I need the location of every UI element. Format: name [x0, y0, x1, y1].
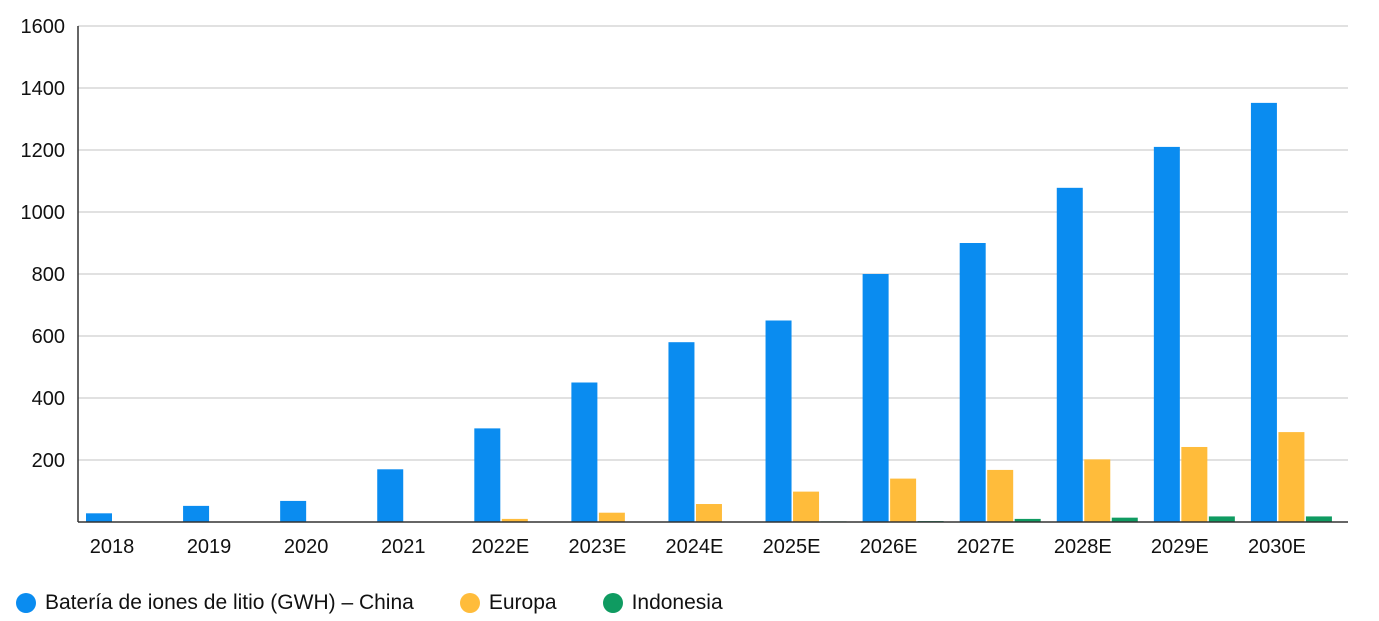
bar-europa: [1181, 446, 1208, 522]
x-tick-label: 2023E: [568, 536, 626, 558]
bar-europa: [1084, 459, 1111, 522]
bar-europa: [890, 478, 917, 522]
bar-europa: [1278, 432, 1305, 522]
bar-china: [668, 342, 695, 522]
y-tick-label: 1600: [21, 16, 66, 38]
y-tick-label: 1400: [21, 78, 66, 100]
bar-europa: [501, 518, 528, 522]
x-tick-label: 2019: [187, 536, 232, 558]
bar-china: [86, 513, 112, 522]
x-tick-label: 2020: [284, 536, 329, 558]
x-tick-label: 2021: [381, 536, 426, 558]
y-tick-label: 200: [32, 450, 65, 472]
bar-china: [959, 243, 986, 522]
bar-indonesia: [1014, 518, 1041, 522]
bar-china: [474, 428, 501, 522]
bar-chart: 200 400 600 800 1000 1200 1400 1600 2018 2019 202…: [21, 16, 1348, 558]
x-tick-label: 2030E: [1248, 536, 1306, 558]
y-tick-label: 1200: [21, 140, 66, 162]
x-tick-label: 2029E: [1151, 536, 1209, 558]
bar-china: [183, 505, 210, 522]
y-tick-label: 600: [32, 326, 65, 348]
bar-china: [765, 320, 792, 522]
bar-china: [280, 500, 307, 522]
x-tick-label: 2022E: [471, 536, 529, 558]
y-tick-label: 400: [32, 388, 65, 410]
y-axis-ticks: 200 400 600 800 1000 1200 1400 1600: [21, 16, 66, 472]
legend-label-europa: Europa: [488, 591, 557, 614]
legend-item-china: Batería de iones de litio (GWH) – China: [16, 591, 414, 615]
x-tick-label: 2025E: [763, 536, 821, 558]
x-tick-label: 2027E: [957, 536, 1015, 558]
legend-item-indonesia: Indonesia: [602, 591, 723, 615]
bar-europa: [987, 469, 1014, 522]
bar-china: [377, 469, 404, 522]
bar-indonesia: [1305, 516, 1332, 522]
bar-europa: [695, 504, 722, 522]
legend-label-indonesia: Indonesia: [631, 591, 723, 614]
bar-china: [862, 274, 889, 522]
x-tick-label: 2018: [90, 536, 135, 558]
legend: Batería de iones de litio (GWH) – China …: [16, 587, 723, 619]
bar-china: [571, 382, 598, 522]
bar-europa: [598, 512, 625, 522]
legend-swatch-china: [16, 593, 36, 613]
legend-swatch-europa: [459, 593, 480, 613]
bar-china: [1056, 187, 1083, 522]
x-tick-label: 2026E: [860, 536, 918, 558]
legend-swatch-indonesia: [602, 593, 623, 613]
bars: [86, 102, 1332, 522]
bar-indonesia: [1111, 517, 1138, 522]
x-axis-ticks: 2018 2019 2020 2021 2022E 2023E 2024E 2025E 2026…: [90, 536, 1306, 558]
bar-china: [1250, 102, 1277, 522]
bar-europa: [793, 491, 820, 522]
gridlines: [78, 25, 1348, 461]
bar-indonesia: [1208, 516, 1235, 522]
x-tick-label: 2024E: [666, 536, 724, 558]
legend-item-europa: Europa: [459, 591, 557, 615]
y-tick-label: 1000: [21, 202, 66, 224]
legend-label-china: Batería de iones de litio (GWH) – China: [45, 591, 414, 614]
x-tick-label: 2028E: [1054, 536, 1112, 558]
bar-china: [1153, 146, 1180, 522]
y-tick-label: 800: [32, 264, 65, 286]
